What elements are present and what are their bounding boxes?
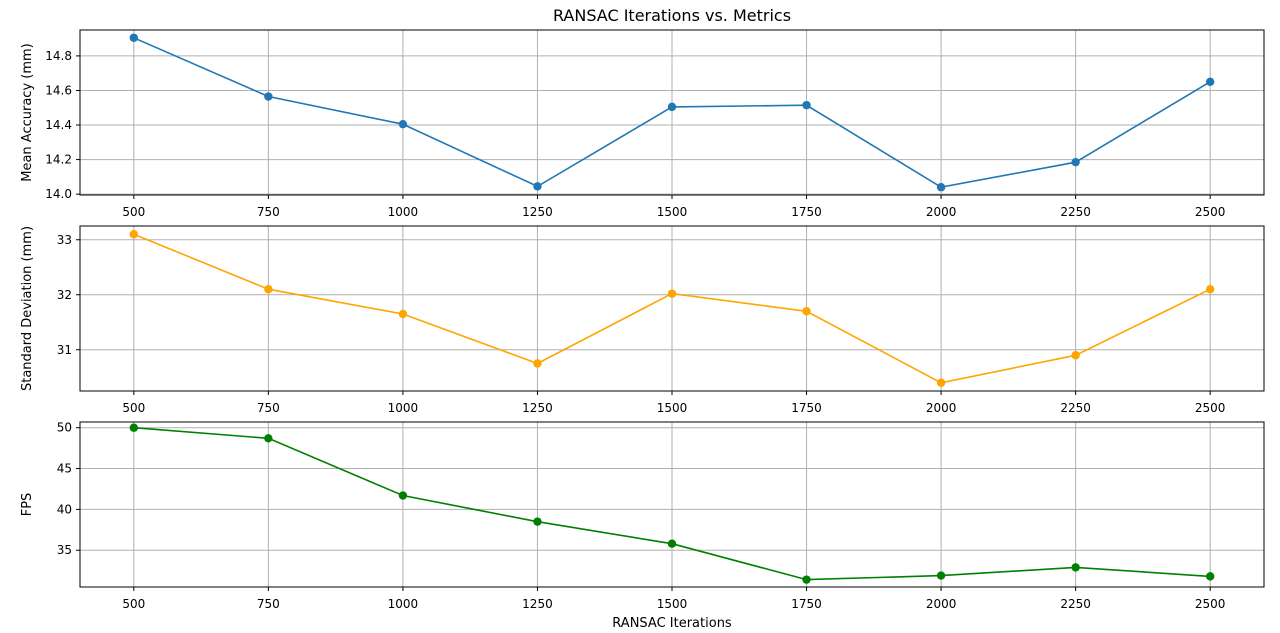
y-tick-label: 35 <box>57 543 72 557</box>
data-point <box>1205 77 1215 87</box>
plot-frame <box>79 421 1265 588</box>
plot-frame <box>79 29 1265 196</box>
x-tick-label: 2250 <box>1060 401 1091 415</box>
data-point <box>129 230 139 239</box>
y-tick-label: 45 <box>57 462 72 476</box>
subplots: 500 750 1000 1250 1500 1750 2000 2250 2500 14.0 14… <box>20 29 1265 611</box>
data-point <box>398 309 408 319</box>
data-point <box>129 33 139 42</box>
data-point <box>1205 285 1215 294</box>
y-tick-label: 14.0 <box>45 187 72 201</box>
x-tick-label: 500 <box>122 401 145 415</box>
data-point <box>533 359 542 368</box>
x-tick-label: 750 <box>257 205 280 219</box>
data-point <box>398 491 408 500</box>
y-tick-label: 14.2 <box>45 153 72 167</box>
x-tick-label: 2500 <box>1195 401 1226 415</box>
x-tick-label: 2250 <box>1060 597 1091 611</box>
x-tick-label: 1500 <box>657 401 688 415</box>
data-point <box>264 434 273 443</box>
data-point <box>1071 563 1080 572</box>
data-point <box>936 571 946 580</box>
y-tick-label: 31 <box>57 343 72 357</box>
x-tick-label: 1250 <box>522 597 553 611</box>
data-point <box>264 92 273 101</box>
y-axis-label: Mean Accuracy (mm) <box>20 43 35 182</box>
data-point <box>667 289 677 298</box>
data-point <box>1071 157 1080 167</box>
x-tick-label: 1500 <box>657 205 688 219</box>
data-point <box>667 539 677 548</box>
x-tick-label: 2000 <box>926 205 957 219</box>
data-point <box>398 119 408 129</box>
x-tick-label: 1750 <box>791 205 822 219</box>
data-point <box>936 378 946 387</box>
y-tick-label: 14.8 <box>45 49 72 63</box>
data-point <box>264 285 273 294</box>
data-point <box>533 517 542 526</box>
y-tick-label: 33 <box>57 233 72 247</box>
x-tick-label: 1750 <box>791 597 822 611</box>
data-point <box>129 423 139 432</box>
y-tick-label: 14.4 <box>45 118 72 132</box>
x-tick-label: 2500 <box>1195 597 1226 611</box>
y-tick-label: 50 <box>57 421 72 435</box>
x-tick-label: 1000 <box>388 205 419 219</box>
x-axis-label: RANSAC Iterations <box>612 616 732 631</box>
data-point <box>802 575 811 584</box>
x-tick-label: 1000 <box>388 597 419 611</box>
x-tick-label: 750 <box>257 597 280 611</box>
x-tick-label: 1250 <box>522 401 553 415</box>
x-tick-label: 2000 <box>926 401 957 415</box>
x-tick-label: 2250 <box>1060 205 1091 219</box>
x-tick-label: 2000 <box>926 597 957 611</box>
data-point <box>667 102 677 112</box>
x-tick-label: 1500 <box>657 597 688 611</box>
x-tick-label: 1000 <box>388 401 419 415</box>
subplot-1: 500 750 1000 1250 1500 1750 2000 2250 2500 14.0 14… <box>20 29 1265 219</box>
y-axis-label: Standard Deviation (mm) <box>20 226 35 391</box>
x-tick-label: 750 <box>257 401 280 415</box>
subplot-3: 500 750 1000 1250 1500 1750 2000 2250 2500 35 40 45… <box>20 421 1265 611</box>
x-tick-label: 500 <box>122 205 145 219</box>
y-tick-label: 40 <box>57 502 72 516</box>
subplot-2: 500 750 1000 1250 1500 1750 2000 2250 2500 31 32 33… <box>20 225 1265 415</box>
data-point <box>1071 351 1080 360</box>
x-tick-label: 1750 <box>791 401 822 415</box>
x-tick-label: 1250 <box>522 205 553 219</box>
data-point <box>936 183 946 192</box>
data-point <box>802 100 811 110</box>
x-tick-label: 500 <box>122 597 145 611</box>
data-point <box>533 182 542 191</box>
data-point <box>802 307 811 316</box>
y-tick-label: 32 <box>57 288 72 302</box>
y-tick-label: 14.6 <box>45 83 72 97</box>
plot-frame <box>79 225 1265 392</box>
data-point <box>1205 572 1215 581</box>
x-tick-label: 2500 <box>1195 205 1226 219</box>
chart-title: RANSAC Iterations vs. Metrics <box>553 6 791 25</box>
y-axis-label: FPS <box>20 493 35 517</box>
